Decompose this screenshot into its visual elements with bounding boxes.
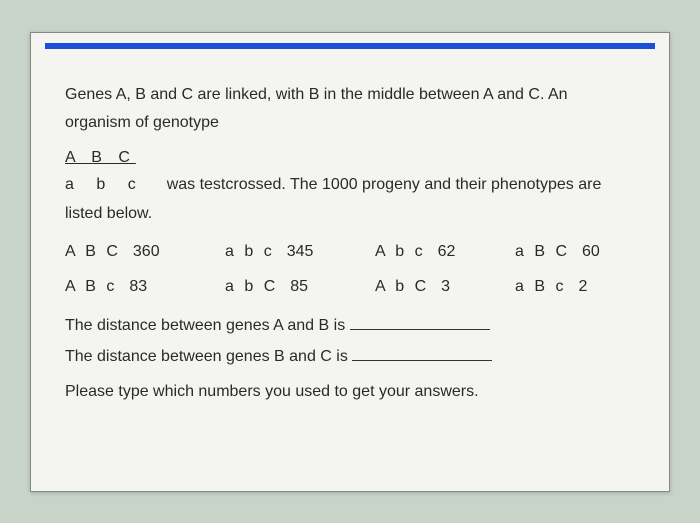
question-bc-text: The distance between genes B and C is [65,348,352,365]
phenotype-label: a B C [515,240,570,265]
phenotype-label: A b c [375,240,426,265]
phenotype-count: 60 [582,240,600,265]
phenotype-count: 345 [287,240,314,265]
phenotype-count: 83 [129,275,147,300]
question-explain: Please type which numbers you used to ge… [65,380,635,405]
table-row: A B c 83 [65,275,225,300]
question-card: Genes A, B and C are linked, with B in t… [30,32,670,492]
testcross-line: a b c was testcrossed. The 1000 progeny … [65,173,635,198]
blank-ab[interactable] [350,329,490,330]
table-row: a b c 345 [225,240,375,265]
intro-line-1: Genes A, B and C are linked, with B in t… [65,83,635,108]
intro-line-2: organism of genotype [65,111,635,136]
phenotype-label: a b c [225,240,275,265]
phenotype-count: 85 [290,275,308,300]
table-row: A B C 360 [65,240,225,265]
question-bc: The distance between genes B and C is [65,345,635,370]
question-ab-text: The distance between genes A and B is [65,317,350,334]
genotype-bottom: a b c [65,173,145,198]
phenotype-label: a B c [515,275,566,300]
blank-bc[interactable] [352,360,492,361]
phenotype-label: A B c [65,275,117,300]
table-row: A b c 62 [375,240,515,265]
question-content: Genes A, B and C are linked, with B in t… [31,49,669,425]
phenotype-count: 62 [438,240,456,265]
question-ab: The distance between genes A and B is [65,314,635,339]
phenotype-count: 2 [578,275,587,300]
phenotype-label: a b C [225,275,278,300]
table-row: a b C 85 [225,275,375,300]
phenotype-count: 3 [441,275,450,300]
listed-below: listed below. [65,202,635,227]
phenotype-label: A b C [375,275,429,300]
testcross-text: was testcrossed. The 1000 progeny and th… [167,173,602,198]
phenotype-label: A B C [65,240,121,265]
table-row: A b C 3 [375,275,515,300]
table-row: a B c 2 [515,275,635,300]
phenotype-count: 360 [133,240,160,265]
table-row: a B C 60 [515,240,635,265]
genotype-top: A B C [65,146,635,171]
progeny-grid: A B C 360 a b c 345 A b c 62 a B C 60 A … [65,240,635,300]
